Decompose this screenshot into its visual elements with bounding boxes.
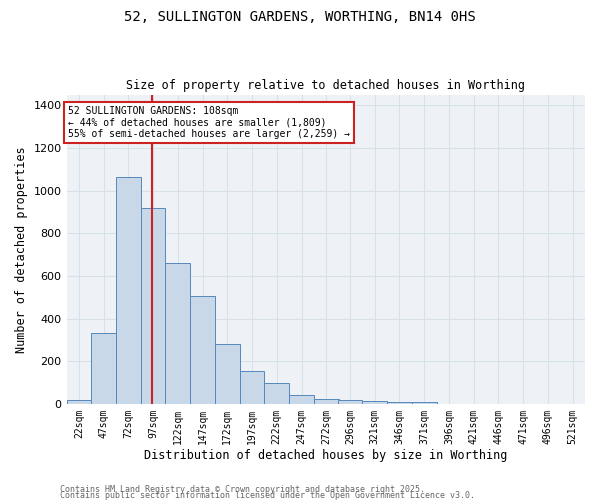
Text: 52 SULLINGTON GARDENS: 108sqm
← 44% of detached houses are smaller (1,809)
55% o: 52 SULLINGTON GARDENS: 108sqm ← 44% of d…	[68, 106, 350, 140]
Bar	[265, 382, 289, 404]
Bar	[67, 400, 91, 404]
Bar	[362, 400, 387, 404]
Bar	[338, 400, 362, 404]
Text: Contains public sector information licensed under the Open Government Licence v3: Contains public sector information licen…	[60, 490, 475, 500]
Text: Contains HM Land Registry data © Crown copyright and database right 2025.: Contains HM Land Registry data © Crown c…	[60, 484, 425, 494]
Bar	[412, 402, 437, 404]
Bar	[91, 334, 116, 404]
X-axis label: Distribution of detached houses by size in Worthing: Distribution of detached houses by size …	[144, 450, 508, 462]
Bar	[239, 371, 265, 404]
Title: Size of property relative to detached houses in Worthing: Size of property relative to detached ho…	[126, 79, 525, 92]
Bar	[215, 344, 239, 404]
Bar	[314, 398, 338, 404]
Bar	[387, 402, 412, 404]
Bar	[190, 296, 215, 404]
Bar	[289, 396, 314, 404]
Y-axis label: Number of detached properties: Number of detached properties	[15, 146, 28, 352]
Text: 52, SULLINGTON GARDENS, WORTHING, BN14 0HS: 52, SULLINGTON GARDENS, WORTHING, BN14 0…	[124, 10, 476, 24]
Bar	[166, 263, 190, 404]
Bar	[116, 176, 141, 404]
Bar	[141, 208, 166, 404]
